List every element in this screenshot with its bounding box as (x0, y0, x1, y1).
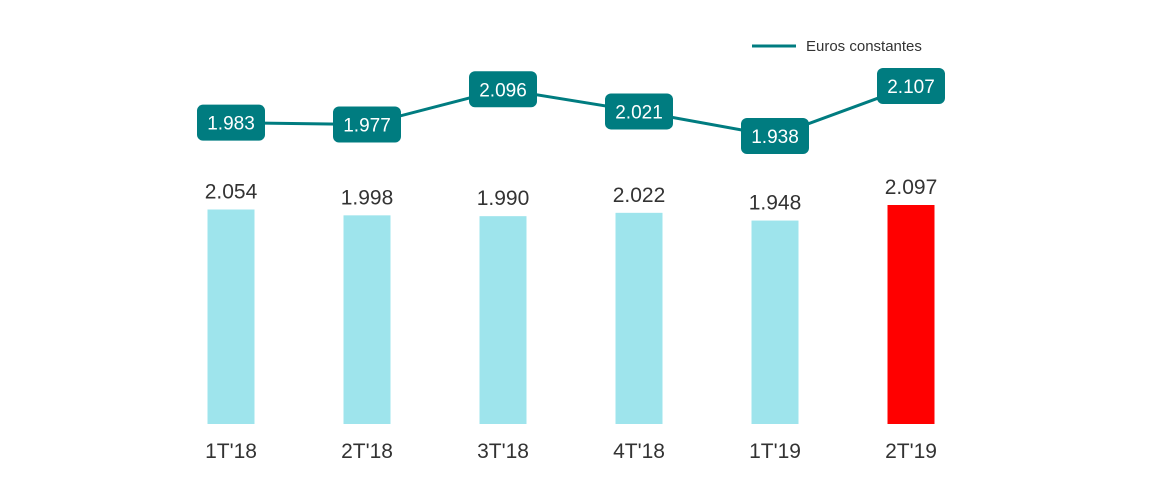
line-value-box (333, 106, 401, 143)
bars (207, 205, 935, 424)
line-value-label: 1.977 (343, 115, 391, 136)
line-value-label: 2.107 (887, 77, 935, 98)
legend-label: Euros constantes (806, 38, 922, 55)
bar-value-label: 1.998 (341, 186, 394, 209)
x-tick-label: 3T'18 (477, 440, 529, 463)
line-point-3: 2.096 (469, 71, 537, 108)
line-value-label: 2.096 (479, 80, 527, 101)
bar-5 (751, 220, 799, 424)
line-value-box (469, 71, 537, 108)
line-labels: 1.983 1.977 2.096 2.021 1.938 2.107 (197, 68, 945, 154)
line-value-label: 1.938 (751, 127, 799, 148)
bar-4 (615, 212, 663, 424)
bar-labels: 2.054 1.998 1.990 2.022 1.948 2.097 (205, 176, 938, 215)
line-value-box (741, 118, 809, 154)
line-value-label: 1.983 (207, 114, 255, 135)
x-tick-label: 2T'19 (885, 440, 937, 463)
bar-1 (207, 209, 255, 424)
line-point-4: 2.021 (605, 93, 673, 130)
line-point-5: 1.938 (741, 118, 809, 154)
bar-2 (343, 215, 391, 424)
line-point-2: 1.977 (333, 106, 401, 143)
bar-6 (887, 205, 935, 424)
legend: Euros constantes (752, 38, 922, 55)
bar-3 (479, 216, 527, 424)
bar-value-label: 2.022 (613, 184, 666, 207)
line-value-box (877, 68, 945, 104)
bar-value-label: 2.097 (885, 176, 938, 199)
line-point-1: 1.983 (197, 104, 265, 141)
x-tick-label: 1T'18 (205, 440, 257, 463)
x-tick-label: 2T'18 (341, 440, 393, 463)
line-point-6: 2.107 (877, 68, 945, 104)
line-value-label: 2.021 (615, 102, 663, 123)
x-tick-label: 4T'18 (613, 440, 665, 463)
x-axis-ticks: 1T'18 2T'18 3T'18 4T'18 1T'19 2T'19 (205, 440, 937, 463)
bar-value-label: 1.990 (477, 187, 530, 210)
bar-value-label: 1.948 (749, 192, 802, 215)
line-value-box (605, 93, 673, 130)
bar-value-label: 2.054 (205, 180, 258, 203)
x-tick-label: 1T'19 (749, 440, 801, 463)
line-value-box (197, 104, 265, 141)
